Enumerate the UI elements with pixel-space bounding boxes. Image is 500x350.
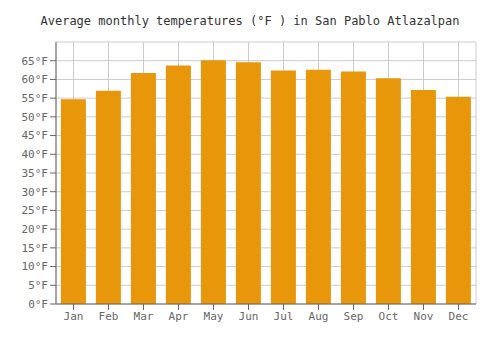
svg-text:15°F: 15°F [22, 242, 49, 255]
svg-text:Aug: Aug [309, 310, 329, 323]
svg-text:25°F: 25°F [22, 204, 49, 217]
svg-text:60°F: 60°F [22, 73, 49, 86]
svg-text:35°F: 35°F [22, 167, 49, 180]
svg-text:Feb: Feb [99, 310, 119, 323]
svg-text:5°F: 5°F [28, 279, 48, 292]
svg-text:50°F: 50°F [22, 111, 49, 124]
svg-text:10°F: 10°F [22, 260, 49, 273]
svg-text:65°F: 65°F [22, 55, 49, 68]
svg-text:Nov: Nov [414, 310, 434, 323]
svg-text:55°F: 55°F [22, 92, 49, 105]
svg-text:Dec: Dec [449, 310, 469, 323]
svg-text:40°F: 40°F [22, 148, 49, 161]
html-text:Average monthly temperatures (: Average monthly temperatures (°F ) in Sa… [40, 14, 460, 28]
svg-text:0°F: 0°F [28, 298, 48, 311]
svg-text:Jul: Jul [274, 310, 294, 323]
svg-text:Oct: Oct [379, 310, 399, 323]
svg-text:Jun: Jun [239, 310, 259, 323]
svg-text:May: May [204, 310, 224, 323]
svg-text:Apr: Apr [169, 310, 189, 323]
svg-text:45°F: 45°F [22, 129, 49, 142]
svg-text:30°F: 30°F [22, 186, 49, 199]
svg-text:Sep: Sep [344, 310, 364, 323]
svg-text:20°F: 20°F [22, 223, 49, 236]
svg-text:Mar: Mar [134, 310, 154, 323]
svg-text:Jan: Jan [64, 310, 84, 323]
